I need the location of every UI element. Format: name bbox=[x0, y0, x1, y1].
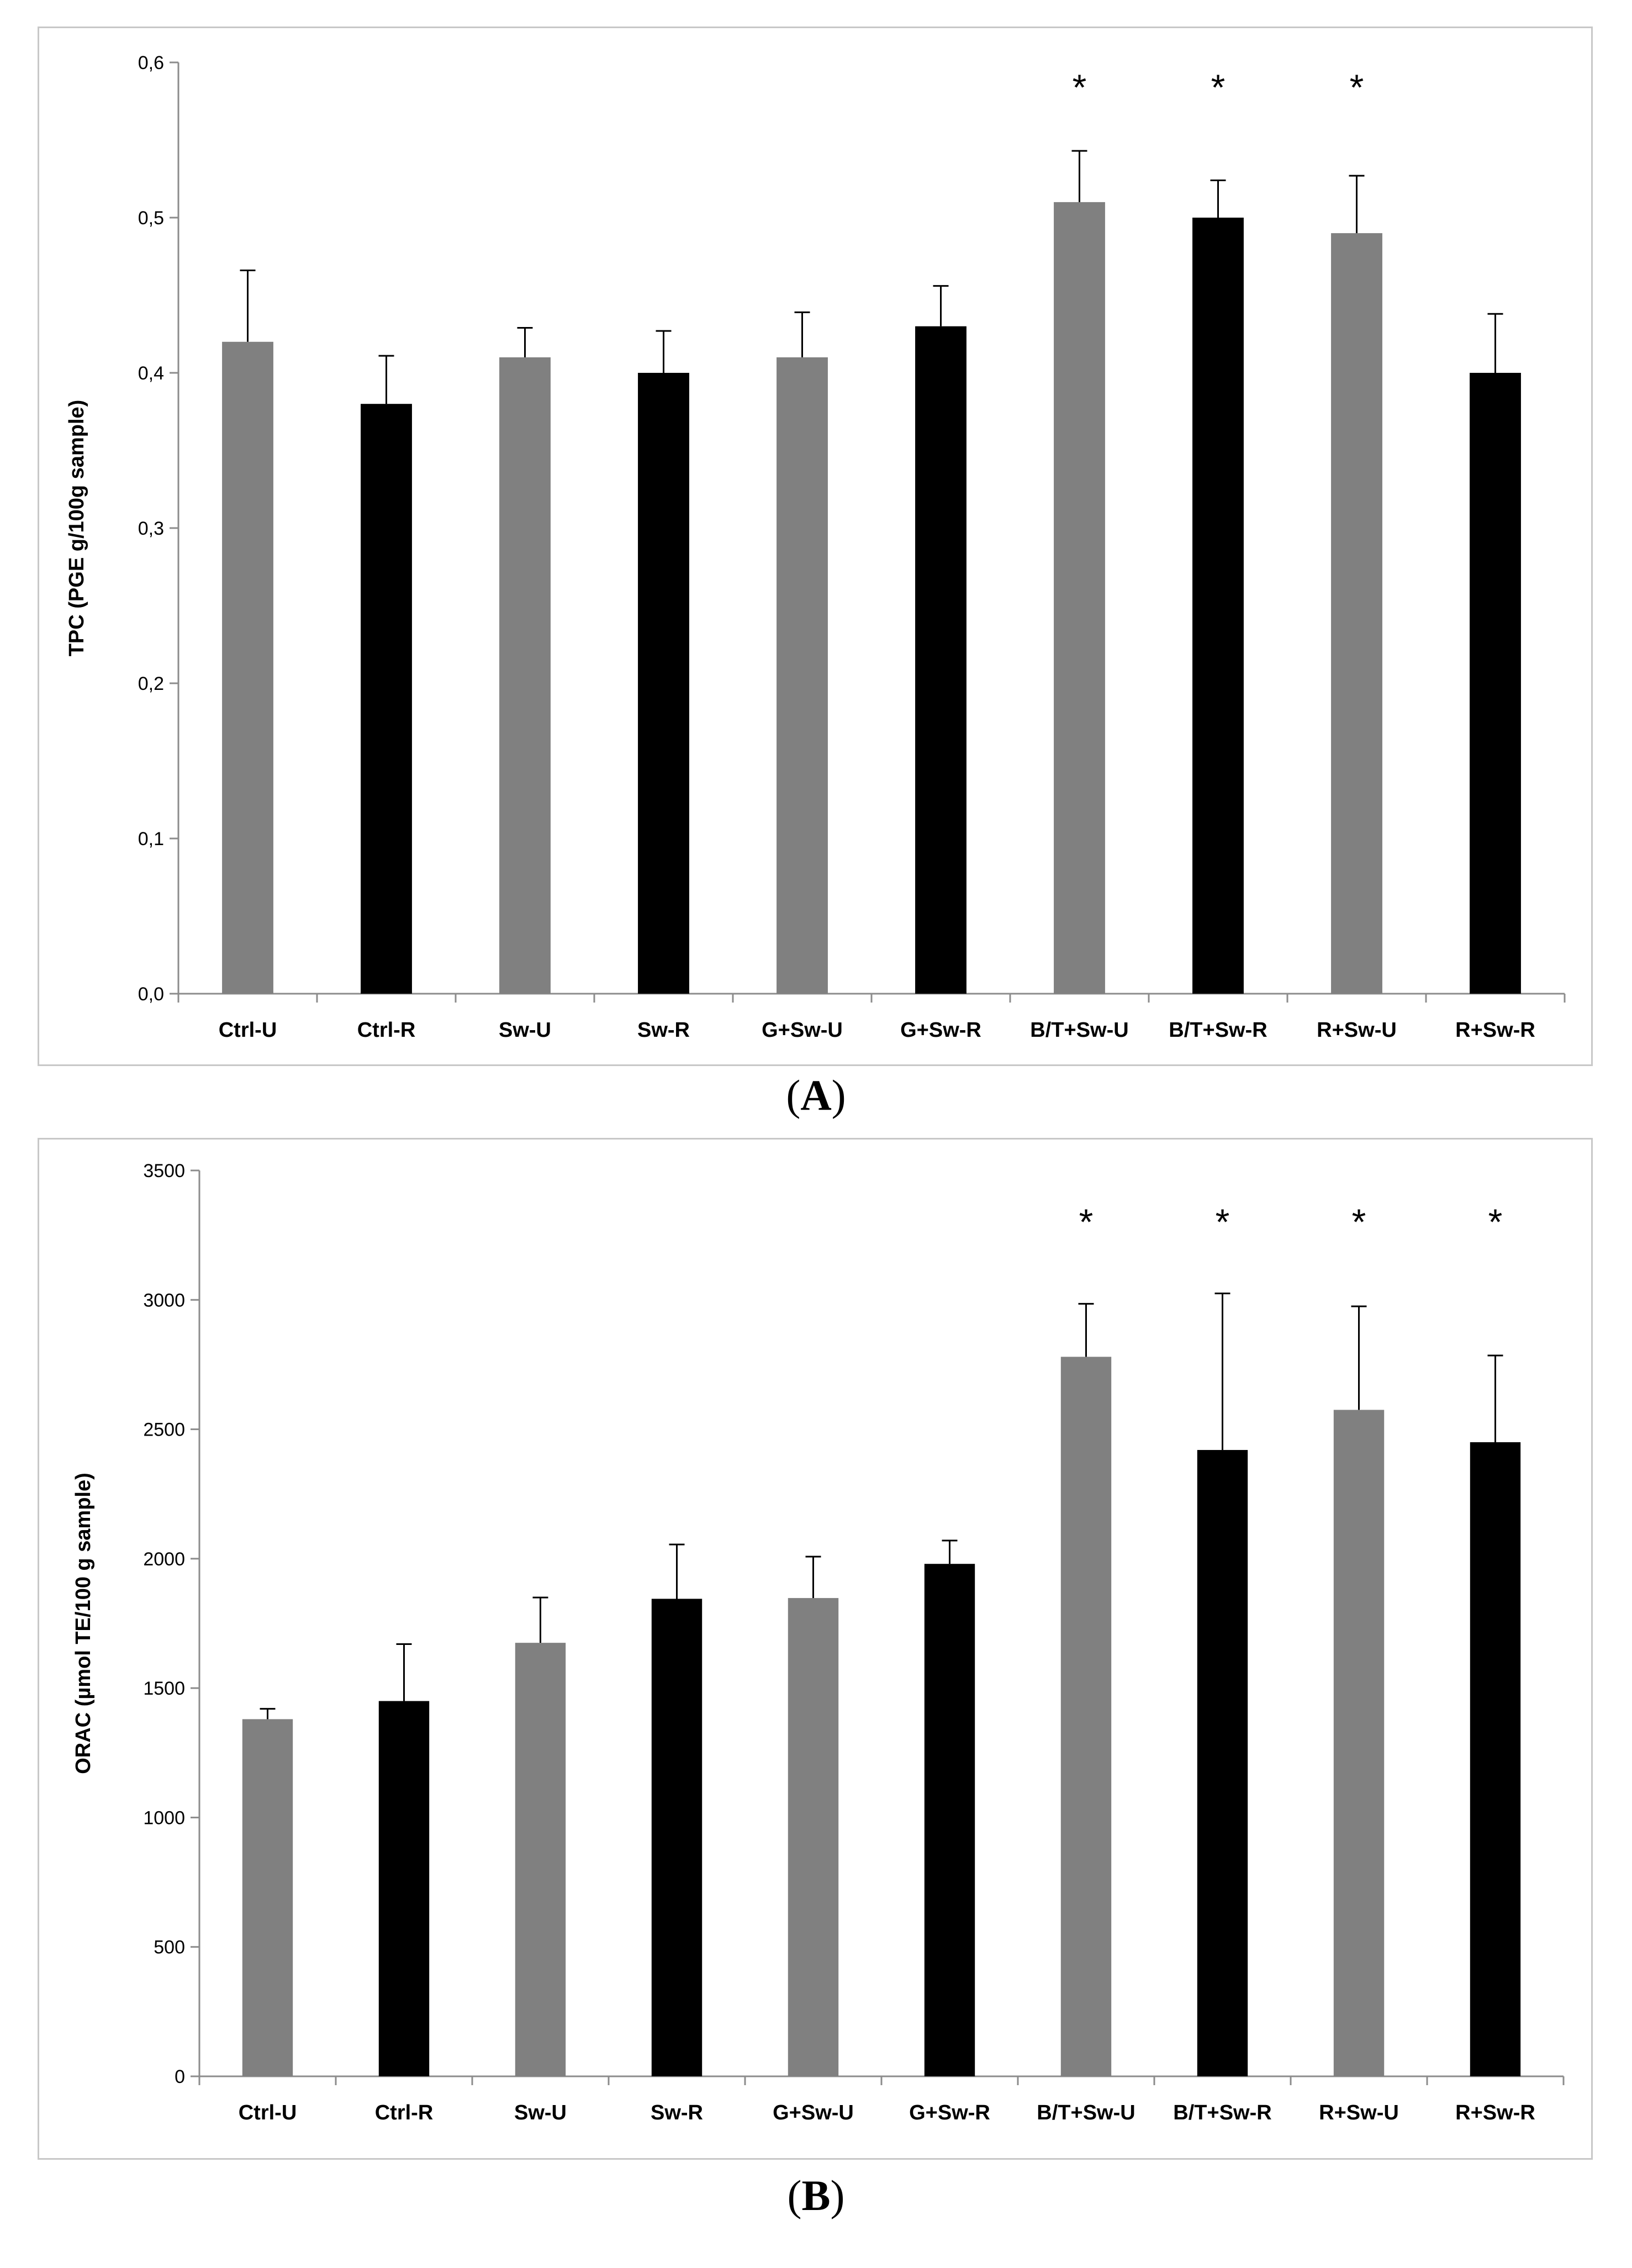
chart-a-bar bbox=[915, 326, 966, 994]
chart-b-y-tick-label: 1000 bbox=[143, 1807, 185, 1828]
chart-a-bar bbox=[499, 357, 551, 994]
chart-b-category-label: R+Sw-U bbox=[1319, 2101, 1399, 2124]
chart-b-bar bbox=[1060, 1357, 1112, 2076]
chart-b-bar bbox=[1333, 1410, 1385, 2076]
chart-b-category-label: Sw-U bbox=[514, 2101, 567, 2124]
chart-a-bar bbox=[1331, 233, 1382, 994]
chart-panel-a: 0,0 0,1 0,2 0,3 0,4 0,5 0,6 TPC (PGE g/100g sam… bbox=[38, 27, 1593, 1066]
chart-a-y-tick-label: 0,2 bbox=[138, 673, 164, 694]
chart-b-bar bbox=[378, 1701, 430, 2076]
chart-b-svg: 0 500 1000 1500 2000 2500 3000 3500 ORAC (µmol T… bbox=[72, 1161, 1565, 2124]
chart-a-category-label: G+Sw-U bbox=[762, 1019, 843, 1042]
chart-a-significance-marker: * bbox=[1350, 67, 1364, 108]
chart-b-y-axis-label: ORAC (µmol TE/100 g sample) bbox=[72, 1473, 95, 1774]
chart-a-y-tick-label: 0,0 bbox=[138, 984, 164, 1005]
chart-a-category-label: R+Sw-R bbox=[1455, 1019, 1535, 1042]
panel-label-a-text: A bbox=[800, 1071, 832, 1119]
chart-a-bar bbox=[222, 341, 273, 994]
chart-b-y-tick-label: 3000 bbox=[143, 1290, 185, 1311]
chart-a-category-label: B/T+Sw-U bbox=[1030, 1019, 1128, 1042]
chart-b-category-label: R+Sw-R bbox=[1455, 2101, 1535, 2124]
chart-a-y-tick-label: 0,4 bbox=[138, 363, 164, 384]
chart-b-category-label: Ctrl-R bbox=[375, 2101, 434, 2124]
chart-b-category-label: G+Sw-U bbox=[773, 2101, 854, 2124]
panel-label-b: (B) bbox=[787, 2171, 845, 2219]
chart-a-category-label: R+Sw-U bbox=[1317, 1019, 1397, 1042]
chart-b-bar bbox=[242, 1719, 293, 2076]
chart-b-bar bbox=[788, 1598, 839, 2076]
chart-b-y-tick-label: 3500 bbox=[143, 1161, 185, 1182]
chart-b-y-tick-label: 0 bbox=[175, 2066, 185, 2087]
chart-a-y-tick-label: 0,5 bbox=[138, 208, 164, 229]
chart-b-bar bbox=[515, 1643, 566, 2076]
chart-b-y-tick-label: 1500 bbox=[143, 1678, 185, 1699]
chart-b-y-tick-label: 2500 bbox=[143, 1420, 185, 1441]
chart-b-significance-marker: * bbox=[1079, 1201, 1094, 1242]
chart-b-category-label: B/T+Sw-R bbox=[1173, 2101, 1271, 2124]
panel-label-b-text: B bbox=[801, 2171, 831, 2219]
chart-a-y-tick-label: 0,1 bbox=[138, 829, 164, 850]
chart-a-svg: 0,0 0,1 0,2 0,3 0,4 0,5 0,6 TPC (PGE g/100g sam… bbox=[65, 52, 1566, 1042]
chart-a-bar bbox=[361, 404, 412, 994]
chart-a-category-label: Ctrl-U bbox=[219, 1019, 277, 1042]
chart-a-bar bbox=[638, 373, 689, 994]
chart-b-significance-marker: * bbox=[1216, 1201, 1230, 1242]
chart-a-category-label: Sw-R bbox=[637, 1019, 690, 1042]
chart-panel-b: 0 500 1000 1500 2000 2500 3000 3500 ORAC (µmol T… bbox=[38, 1138, 1593, 2160]
chart-a-category-label: Sw-U bbox=[499, 1019, 551, 1042]
chart-a-bar bbox=[1054, 202, 1105, 994]
panel-label-a: (A) bbox=[786, 1071, 846, 1119]
chart-a-category-label: G+Sw-R bbox=[900, 1019, 981, 1042]
chart-a-category-label: B/T+Sw-R bbox=[1169, 1019, 1267, 1042]
chart-b-bar bbox=[1197, 1450, 1248, 2076]
chart-b-category-label: Ctrl-U bbox=[239, 2101, 297, 2124]
chart-b-bar bbox=[1470, 1442, 1521, 2076]
chart-b-y-tick-label: 2000 bbox=[143, 1549, 185, 1570]
chart-b-category-label: G+Sw-R bbox=[909, 2101, 990, 2124]
chart-a-category-label: Ctrl-R bbox=[357, 1019, 416, 1042]
chart-a-bar bbox=[1470, 373, 1521, 994]
chart-a-significance-marker: * bbox=[1073, 67, 1087, 108]
chart-a-y-tick-label: 0,6 bbox=[138, 52, 164, 73]
chart-a-y-axis-label: TPC (PGE g/100g sample) bbox=[65, 400, 88, 657]
chart-b-bar bbox=[651, 1599, 703, 2076]
chart-b-significance-marker: * bbox=[1352, 1201, 1366, 1242]
chart-b-significance-marker: * bbox=[1488, 1201, 1503, 1242]
chart-b-category-label: Sw-R bbox=[651, 2101, 703, 2124]
chart-b-y-tick-label: 500 bbox=[154, 1937, 185, 1958]
chart-a-y-tick-label: 0,3 bbox=[138, 518, 164, 539]
chart-b-bar bbox=[924, 1564, 975, 2076]
chart-a-bar bbox=[1192, 218, 1244, 994]
chart-a-significance-marker: * bbox=[1211, 67, 1226, 108]
chart-a-bar bbox=[777, 357, 828, 994]
chart-b-category-label: B/T+Sw-U bbox=[1037, 2101, 1135, 2124]
